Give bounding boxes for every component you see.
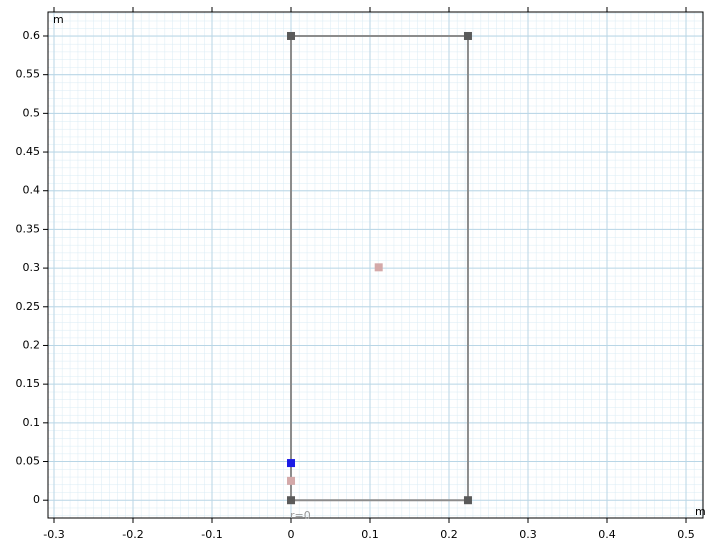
x-tick-label: 0.1 [361, 528, 379, 541]
y-unit: m [53, 13, 64, 26]
y-tick-label: 0.25 [16, 300, 41, 313]
x-tick-label: -0.2 [122, 528, 143, 541]
x-tick-label: 0 [288, 528, 295, 541]
geometry-point [374, 263, 383, 272]
x-tick-label: 0.4 [598, 528, 616, 541]
x-tick-label: 0.3 [519, 528, 537, 541]
y-tick-label: 0.2 [23, 338, 41, 351]
geometry-vertex [463, 31, 472, 40]
x-unit: m [695, 505, 705, 518]
plot-frame [47, 11, 704, 519]
y-tick-label: 0.3 [23, 261, 41, 274]
x-tick-label: 0.2 [440, 528, 458, 541]
y-tick-label: 0.05 [16, 455, 41, 468]
x-tick-label: -0.1 [201, 528, 222, 541]
y-tick-label: 0 [33, 493, 40, 506]
x-tick-label: -0.3 [43, 528, 64, 541]
y-tick-label: 0.1 [23, 416, 41, 429]
x-tick-label: 0.5 [677, 528, 695, 541]
geometry-vertex [287, 496, 296, 505]
y-tick-label: 0.5 [23, 106, 41, 119]
geometry-vertex [287, 31, 296, 40]
y-tick-label: 0.15 [16, 377, 41, 390]
axis-annotation: r=0 [290, 509, 311, 522]
y-tick-label: 0.4 [23, 184, 41, 197]
y-tick-label: 0.55 [16, 68, 41, 81]
geometry-point [287, 459, 296, 468]
y-tick-label: 0.45 [16, 145, 41, 158]
geometry-point [287, 476, 296, 485]
y-tick-label: 0.6 [23, 29, 41, 42]
geometry-vertex [463, 496, 472, 505]
y-tick-label: 0.35 [16, 222, 41, 235]
